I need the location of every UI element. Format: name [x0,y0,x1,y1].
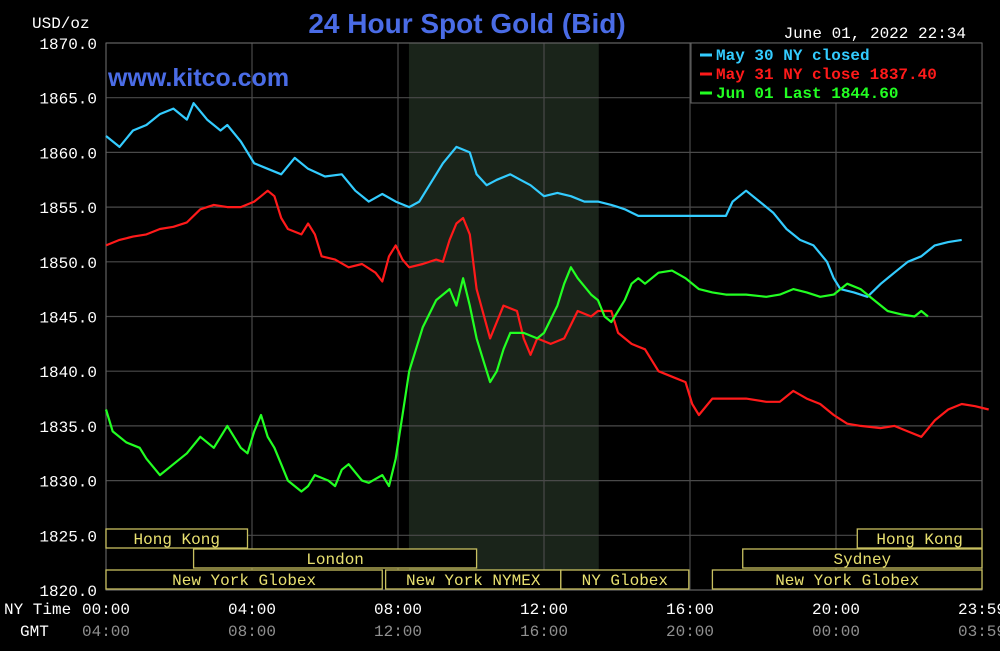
session-box [711,569,983,590]
session-box [560,569,690,590]
x-tick-label-gmt: 12:00 [374,623,422,641]
trading-sessions-layer: Hong Kong Hong Kong London Sydney New York G… [105,528,983,590]
session-box [192,548,478,569]
y-axis-unit-label: USD/oz [32,15,90,33]
chart-title: 24 Hour Spot Gold (Bid) [308,8,625,39]
session-label: Hong Kong [134,531,220,549]
watermark-url: www.kitco.com [107,64,289,92]
session-box [742,548,983,569]
session-label: New York Globex [172,572,316,590]
y-tick-label: 1850.0 [39,255,97,273]
y-tick-label: 1860.0 [39,145,97,163]
x-tick-label-ny: 00:00 [82,601,130,619]
x-tick-label-gmt: 08:00 [228,623,276,641]
grid-layer [105,42,983,591]
session-box [856,528,983,549]
x-tick-label-ny: 08:00 [374,601,422,619]
axis-labels-layer: 1870.0 1865.0 1860.0 1855.0 1850.0 1845.0 1840… [39,36,1000,641]
x-tick-label-ny: 12:00 [520,601,568,619]
legend-entry: May 31 NY close 1837.40 [716,66,937,84]
y-tick-label: 1830.0 [39,474,97,492]
series-layer [104,102,989,493]
x-tick-label-gmt: 16:00 [520,623,568,641]
x-tick-label-gmt: 03:59 [958,623,1000,641]
x-tick-label-ny: 16:00 [666,601,714,619]
session-box [105,528,249,549]
series-line-2 [105,189,989,438]
timestamp: June 01, 2022 22:34 [784,25,966,43]
session-label: New York Globex [775,572,919,590]
session-label: London [306,551,364,569]
y-tick-label: 1840.0 [39,364,97,382]
y-tick-label: 1855.0 [39,200,97,218]
session-label: NY Globex [582,572,668,590]
y-tick-label: 1865.0 [39,91,97,109]
y-tick-label: 1845.0 [39,310,97,328]
session-label: New York NYMEX [406,572,541,590]
x-tick-label-gmt: 20:00 [666,623,714,641]
x-tick-label-ny: 04:00 [228,601,276,619]
y-tick-label: 1870.0 [39,36,97,54]
gmt-label: GMT [20,623,49,641]
y-tick-label: 1820.0 [39,583,97,601]
plot-border [105,42,983,591]
series-line-1 [105,102,962,298]
y-tick-label: 1835.0 [39,419,97,437]
legend-box [690,42,983,104]
x-tick-label-gmt: 04:00 [82,623,130,641]
ny-time-label: NY Time [4,601,71,619]
x-tick-label-ny: 23:59 [958,601,1000,619]
x-tick-label-gmt: 00:00 [812,623,860,641]
y-tick-label: 1825.0 [39,528,97,546]
x-tick-label-ny: 20:00 [812,601,860,619]
legend-entry: May 30 NY closed [716,47,870,65]
series-line-3 [104,266,929,493]
session-label: Hong Kong [876,531,962,549]
session-box [105,569,383,590]
session-label: Sydney [834,551,892,569]
legend-entry: Jun 01 Last 1844.60 [716,85,898,103]
